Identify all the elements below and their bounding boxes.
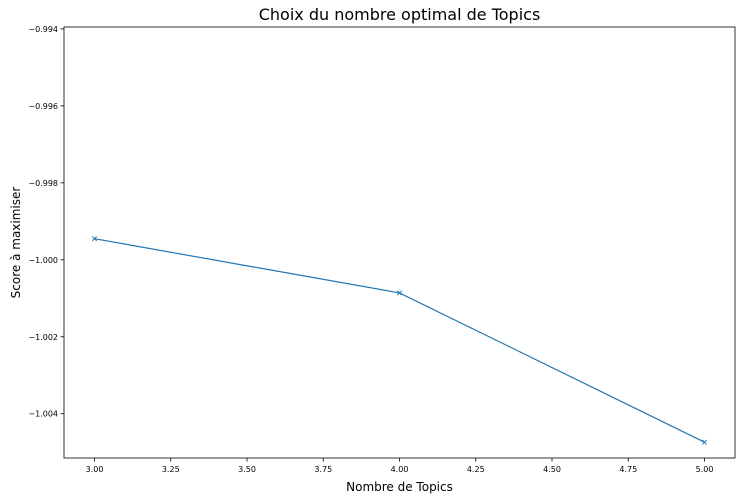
- x-tick-label: 5.00: [696, 465, 714, 474]
- data-point-marker: [91, 236, 98, 242]
- y-axis: −0.994 −0.996 −0.998 −1.000 −1.002 −1.004: [28, 25, 64, 419]
- y-axis-label: Score à maximiser: [9, 187, 23, 299]
- y-tick-label: −0.994: [28, 25, 58, 34]
- y-tick-label: −1.000: [28, 256, 58, 265]
- series-layer: [91, 236, 708, 445]
- x-tick-label: 4.75: [619, 465, 637, 474]
- x-tick-label: 4.25: [467, 465, 485, 474]
- x-tick-label: 3.75: [314, 465, 332, 474]
- y-tick-label: −0.998: [28, 179, 58, 188]
- y-tick-label: −1.004: [28, 410, 58, 419]
- x-tick-label: 3.00: [86, 465, 104, 474]
- y-tick-label: −1.002: [28, 333, 58, 342]
- x-axis-label: Nombre de Topics: [346, 480, 453, 494]
- y-tick-label: −0.996: [28, 102, 58, 111]
- data-point-marker: [396, 290, 403, 296]
- x-tick-label: 3.50: [238, 465, 256, 474]
- x-axis: 3.00 3.25 3.50 3.75 4.00 4.25 4.50 4.75 5.00: [86, 458, 714, 474]
- x-tick-label: 4.00: [391, 465, 409, 474]
- chart-title: Choix du nombre optimal de Topics: [259, 5, 541, 24]
- x-tick-label: 3.25: [162, 465, 180, 474]
- data-point-marker: [701, 439, 708, 445]
- x-tick-label: 4.50: [543, 465, 561, 474]
